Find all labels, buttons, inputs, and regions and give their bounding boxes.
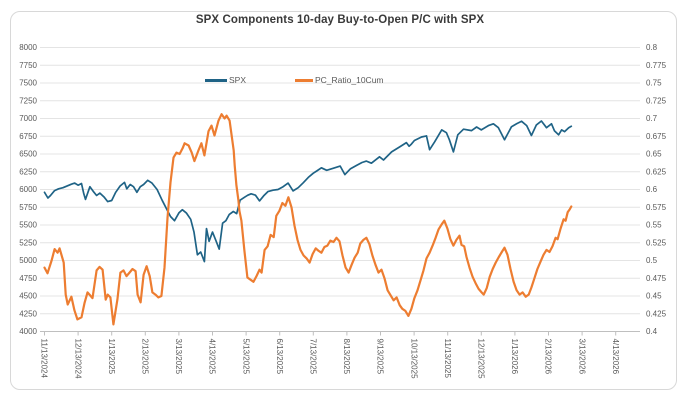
y-axis-label-left: 4000 <box>19 327 37 336</box>
chart-frame <box>10 11 677 390</box>
y-axis-label-left: 7000 <box>19 114 37 123</box>
series-line-pc-ratio-10cum <box>43 113 573 326</box>
x-axis-label: 4/13/2025 <box>208 339 217 375</box>
y-axis-label-right: 0.725 <box>646 96 667 105</box>
y-axis-label-right: 0.4 <box>646 327 658 336</box>
x-axis-label: 2/13/2026 <box>544 339 553 375</box>
x-axis-label: 8/13/2025 <box>342 339 351 375</box>
y-axis-label-right: 0.775 <box>646 61 667 70</box>
y-axis-label-right: 0.675 <box>646 132 667 141</box>
y-axis-label-left: 5250 <box>19 238 37 247</box>
y-axis-label-right: 0.475 <box>646 274 667 283</box>
y-axis-label-left: 5500 <box>19 221 37 230</box>
x-axis-label: 5/13/2025 <box>241 339 250 375</box>
y-axis-label-right: 0.425 <box>646 309 667 318</box>
y-axis-label-right: 0.75 <box>646 79 662 88</box>
x-axis-label: 4/13/2026 <box>611 339 620 375</box>
x-axis-label: 12/13/2025 <box>477 339 486 380</box>
legend-item-pc-ratio: PC_Ratio_10Cum <box>295 76 384 85</box>
y-axis-label-left: 4250 <box>19 309 37 318</box>
y-axis-label-right: 0.625 <box>646 167 667 176</box>
y-axis-label-left: 4750 <box>19 274 37 283</box>
y-axis-label-right: 0.525 <box>646 238 667 247</box>
pc-ratio-line-swatch <box>295 79 313 82</box>
y-axis-label-left: 7500 <box>19 79 37 88</box>
legend-label-spx: SPX <box>229 75 247 85</box>
y-axis-label-left: 4500 <box>19 292 37 301</box>
x-axis-label: 3/13/2025 <box>174 339 183 375</box>
y-axis-label-right: 0.8 <box>646 43 658 52</box>
y-axis-label-left: 5000 <box>19 256 37 265</box>
y-axis-label-left: 6750 <box>19 132 37 141</box>
x-axis-label: 11/13/2025 <box>443 339 452 379</box>
x-axis-label: 6/13/2025 <box>275 339 284 375</box>
y-axis-label-right: 0.55 <box>646 221 662 230</box>
y-axis-label-right: 0.7 <box>646 114 658 123</box>
legend-item-spx: SPX <box>205 76 246 85</box>
x-axis-label: 9/13/2025 <box>376 339 385 375</box>
x-axis-label: 1/13/2026 <box>510 339 519 375</box>
chart-title: SPX Components 10-day Buy-to-Open P/C wi… <box>195 14 485 26</box>
y-axis-label-left: 7250 <box>19 96 37 105</box>
x-axis-label: 11/13/2024 <box>40 339 49 379</box>
x-axis-label: 3/13/2026 <box>577 339 586 375</box>
y-axis-label-left: 5750 <box>19 203 37 212</box>
y-axis-label-left: 7750 <box>19 61 37 70</box>
x-axis-label: 10/13/2025 <box>409 339 418 380</box>
x-axis-label: 12/13/2024 <box>73 339 82 380</box>
y-axis-label-right: 0.6 <box>646 185 658 194</box>
y-axis-label-left: 6500 <box>19 150 37 159</box>
y-axis-label-right: 0.5 <box>646 256 658 265</box>
y-axis-label-right: 0.45 <box>646 292 662 301</box>
legend-label-pc-ratio: PC_Ratio_10Cum <box>315 75 384 85</box>
y-axis-label-left: 8000 <box>19 43 37 52</box>
x-axis-label: 7/13/2025 <box>309 339 318 375</box>
spx-line-swatch <box>205 79 227 82</box>
x-axis-label: 2/13/2025 <box>141 339 150 375</box>
y-axis-label-right: 0.65 <box>646 150 662 159</box>
y-axis-label-left: 6000 <box>19 185 37 194</box>
y-axis-label-right: 0.575 <box>646 203 667 212</box>
y-axis-label-left: 6250 <box>19 167 37 176</box>
series-line-spx <box>43 120 573 263</box>
x-axis-label: 1/13/2025 <box>107 339 116 375</box>
